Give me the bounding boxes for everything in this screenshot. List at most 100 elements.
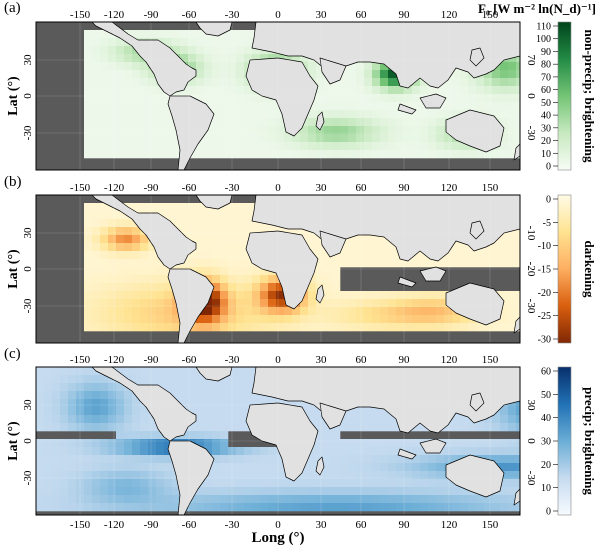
map-cell	[372, 439, 381, 448]
map-cell	[100, 283, 109, 292]
map-cell	[508, 78, 517, 87]
map-cell	[52, 495, 61, 504]
map-cell	[252, 495, 261, 504]
map-cell	[444, 259, 453, 268]
map-cell	[236, 38, 245, 47]
map-cell	[148, 70, 157, 79]
map-cell	[436, 463, 445, 472]
map-cell	[380, 503, 389, 512]
panel-a: (a) -150 -120 -90 -60 -30 0 30 60 90 120 150 300-3…	[4, 0, 597, 173]
map-cell	[228, 399, 237, 408]
map-cell	[348, 299, 357, 308]
map-cell	[372, 407, 381, 416]
map-cell	[420, 86, 429, 95]
map-cell	[460, 415, 469, 424]
map-cell	[236, 150, 245, 159]
map-cell	[108, 259, 117, 268]
map-cell	[220, 86, 229, 95]
map-cell	[356, 102, 365, 111]
map-cell	[412, 487, 421, 496]
map-cell	[124, 439, 133, 448]
map-cell	[108, 211, 117, 220]
map-cell	[316, 235, 325, 244]
map-cell	[380, 243, 389, 252]
map-cell	[508, 259, 517, 268]
colorbar-tick-label: 100	[536, 34, 551, 45]
map-cell	[228, 54, 237, 63]
map-cell	[388, 439, 397, 448]
map-cell	[220, 46, 229, 55]
map-cell	[68, 463, 77, 472]
map-cell	[396, 439, 405, 448]
map-cell	[100, 30, 109, 39]
map-cell	[300, 323, 309, 332]
colorbar-tick-label: -30	[538, 335, 551, 346]
map-cell	[252, 118, 261, 127]
map-cell	[356, 479, 365, 488]
map-cell	[116, 150, 125, 159]
map-cell	[436, 307, 445, 316]
map-cell	[236, 126, 245, 135]
map-cell	[148, 142, 157, 151]
map-cell	[348, 407, 357, 416]
map-cell	[508, 439, 517, 448]
map-cell	[348, 110, 357, 119]
map-cell	[212, 407, 221, 416]
map-cell	[364, 307, 373, 316]
map-cell	[428, 86, 437, 95]
map-cell	[348, 70, 357, 79]
map-cell	[132, 142, 141, 151]
map-cell	[124, 291, 133, 300]
map-cell	[156, 479, 165, 488]
map-cell	[332, 110, 341, 119]
map-cell	[300, 471, 309, 480]
lon-tick-label: 30	[316, 182, 328, 194]
lon-tick-label: 30	[316, 354, 328, 366]
map-cell	[108, 463, 117, 472]
map-cell	[220, 38, 229, 47]
map-cell	[380, 487, 389, 496]
map-cell	[132, 487, 141, 496]
map-cell	[260, 463, 269, 472]
map-cell	[316, 439, 325, 448]
map-cell	[140, 142, 149, 151]
map-cell	[68, 415, 77, 424]
map-cell	[324, 118, 333, 127]
map-cell	[156, 299, 165, 308]
map-cell	[204, 267, 213, 276]
map-cell	[332, 495, 341, 504]
map-cell	[84, 307, 93, 316]
map-cell	[148, 94, 157, 103]
map-cell	[348, 471, 357, 480]
map-cell	[116, 383, 125, 392]
map-cell	[332, 275, 341, 284]
map-cell	[244, 423, 253, 432]
map-cell	[220, 323, 229, 332]
map-cell	[332, 463, 341, 472]
map-cell	[284, 134, 293, 143]
map-cell	[156, 495, 165, 504]
map-cell	[396, 463, 405, 472]
map-cell	[228, 46, 237, 55]
map-cell	[324, 275, 333, 284]
map-cell	[252, 307, 261, 316]
map-cell	[492, 150, 501, 159]
map-cell	[420, 251, 429, 260]
map-cell	[260, 307, 269, 316]
map-cell	[452, 86, 461, 95]
map-cell	[508, 291, 517, 300]
map-cell	[36, 391, 45, 400]
map-cell	[252, 275, 261, 284]
map-cell	[300, 307, 309, 316]
map-cell	[164, 38, 173, 47]
map-cell	[332, 447, 341, 456]
lat-tick-label: 0	[22, 438, 34, 444]
lon-tick-label: -150	[70, 9, 91, 21]
map-cell	[92, 375, 101, 384]
lon-tick-label: 0	[275, 354, 281, 366]
map-cell	[308, 479, 317, 488]
map-cell	[164, 203, 173, 212]
map-cell	[204, 78, 213, 87]
map-cell	[356, 415, 365, 424]
map-cell	[276, 323, 285, 332]
